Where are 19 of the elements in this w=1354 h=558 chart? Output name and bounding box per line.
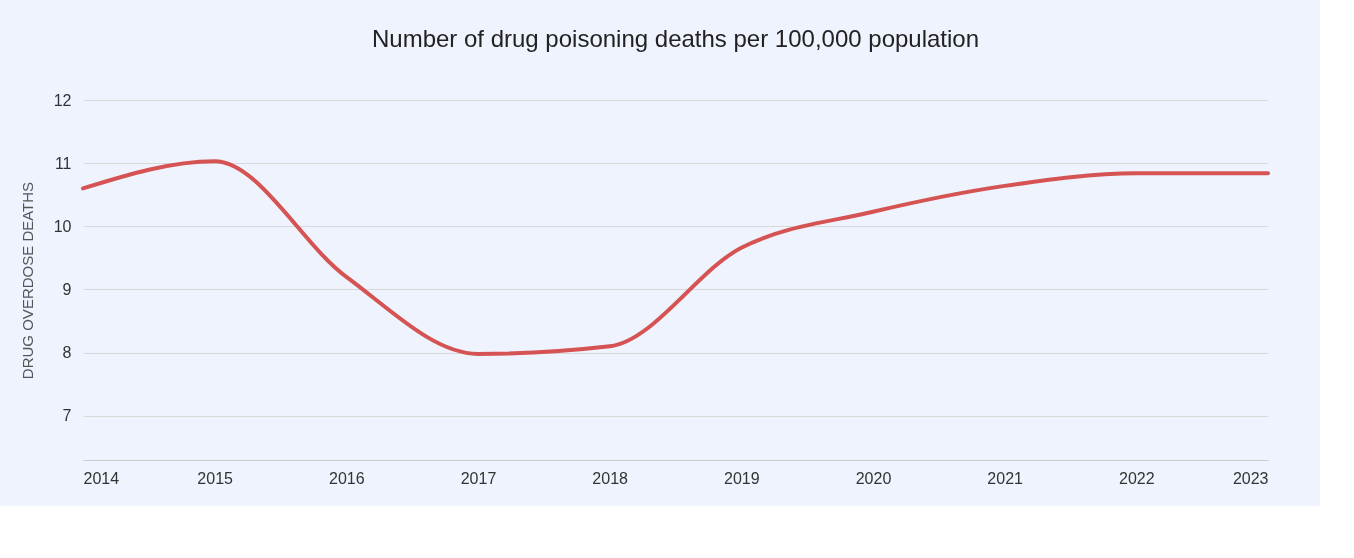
y-tick-label: 7: [62, 407, 72, 425]
y-tick-label: 11: [54, 154, 72, 172]
chart-title: Number of drug poisoning deaths per 100,000 population: [371, 25, 980, 52]
x-tick-label: 2021: [987, 469, 1024, 487]
x-tick-label: 2016: [329, 469, 365, 487]
x-tick-label: 2017: [460, 469, 497, 487]
x-tick-label: 2015: [197, 469, 234, 487]
x-tick-label: 2014: [83, 469, 120, 487]
x-tick-label: 2022: [1119, 469, 1155, 487]
y-tick-label: 10: [53, 217, 72, 235]
y-axis-title: DRUG OVERDOSE DEATHS: [18, 181, 36, 380]
y-tick-label: 9: [62, 280, 72, 298]
line-series: [81, 159, 1270, 356]
x-tick-label: 2023: [1232, 469, 1269, 487]
y-tick-label: 8: [62, 344, 72, 362]
x-tick-label: 2020: [855, 469, 892, 487]
x-tick-label: 2019: [724, 469, 760, 487]
y-tick-label: 12: [53, 91, 72, 109]
x-tick-label: 2018: [592, 469, 629, 487]
